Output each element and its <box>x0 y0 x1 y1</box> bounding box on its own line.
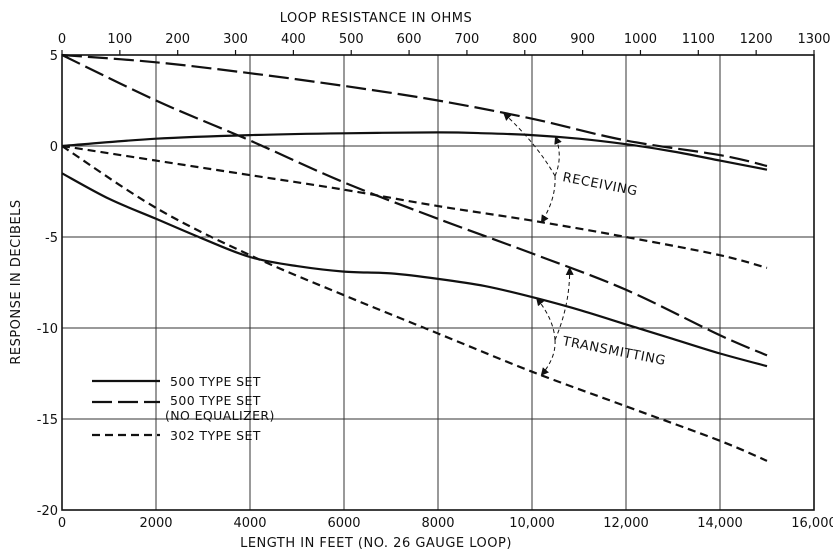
x2-tick-label: 300 <box>223 32 248 47</box>
gridlines <box>62 55 814 510</box>
x-tick-label: 8000 <box>421 516 454 531</box>
x2-tick-label: 0 <box>58 32 66 47</box>
x2-tick-label: 200 <box>165 32 190 47</box>
series-line-transmitting-500-type-set-no-equalizer <box>61 54 768 357</box>
x-tick-label: 10,000 <box>509 516 555 531</box>
series-line-receiving-302-type-set <box>61 144 768 269</box>
x-tick-label: 0 <box>58 516 66 531</box>
series-line-transmitting-500-type-set <box>61 172 768 368</box>
annotation-leader <box>540 339 556 376</box>
plot-frame <box>61 54 815 511</box>
y-tick-label: -5 <box>45 231 58 246</box>
legend-label-500-no-equalizer: 500 TYPE SET <box>170 393 261 408</box>
x-tick-label: 12,000 <box>603 516 649 531</box>
annotation-leader <box>503 112 556 177</box>
x-tick-label: 6000 <box>327 516 360 531</box>
x-tick-label: 16,000 <box>791 516 833 531</box>
x2-tick-label: 600 <box>397 32 422 47</box>
ticks: 0 2000 4000 6000 8000 10,000 12,000 14,000 16,00… <box>37 32 833 531</box>
x2-tick-label: 100 <box>107 32 132 47</box>
x-axis-title: LENGTH IN FEET (NO. 26 GAUGE LOOP) <box>240 536 512 551</box>
annotation-leader <box>540 175 556 224</box>
annotation-leader <box>554 266 574 341</box>
annotation-arrows <box>503 112 574 376</box>
x2-tick-label: 800 <box>512 32 537 47</box>
y-axis-title: RESPONSE IN DECIBELS <box>9 199 24 364</box>
legend-sublabel-no-equalizer: (NO EQUALIZER) <box>165 408 275 423</box>
x2-tick-label: 1100 <box>682 32 715 47</box>
y-tick-label: -20 <box>37 504 58 519</box>
x-tick-label: 4000 <box>233 516 266 531</box>
legend-label-500: 500 TYPE SET <box>170 374 261 389</box>
x2-tick-label: 1000 <box>624 32 657 47</box>
y-tick-label: -10 <box>37 322 58 337</box>
annotation-transmitting: TRANSMITTING <box>560 334 667 369</box>
annotation-leader <box>554 135 562 177</box>
series-line-transmitting-302-type-set <box>61 145 768 462</box>
x2-tick-label: 900 <box>570 32 595 47</box>
legend: 500 TYPE SET 500 TYPE SET (NO EQUALIZER)… <box>92 374 275 443</box>
x2-axis-title: LOOP RESISTANCE IN OHMS <box>280 11 472 26</box>
x2-tick-label: 1200 <box>740 32 773 47</box>
annotation-leader <box>536 297 556 341</box>
x-tick-label: 2000 <box>139 516 172 531</box>
x2-tick-label: 1300 <box>797 32 830 47</box>
legend-label-302: 302 TYPE SET <box>170 428 261 443</box>
series-line-receiving-500-type-set-no-equalizer <box>61 53 768 168</box>
series-line-receiving-500-type-set <box>61 131 768 171</box>
x2-tick-label: 400 <box>281 32 306 47</box>
annotation-receiving: RECEIVING <box>561 170 639 199</box>
y-tick-label: 5 <box>50 49 58 64</box>
y-tick-label: -15 <box>37 413 58 428</box>
x2-tick-label: 500 <box>339 32 364 47</box>
x-tick-label: 14,000 <box>697 516 743 531</box>
x2-tick-label: 700 <box>455 32 480 47</box>
curves <box>61 53 768 462</box>
y-tick-label: 0 <box>50 140 58 155</box>
